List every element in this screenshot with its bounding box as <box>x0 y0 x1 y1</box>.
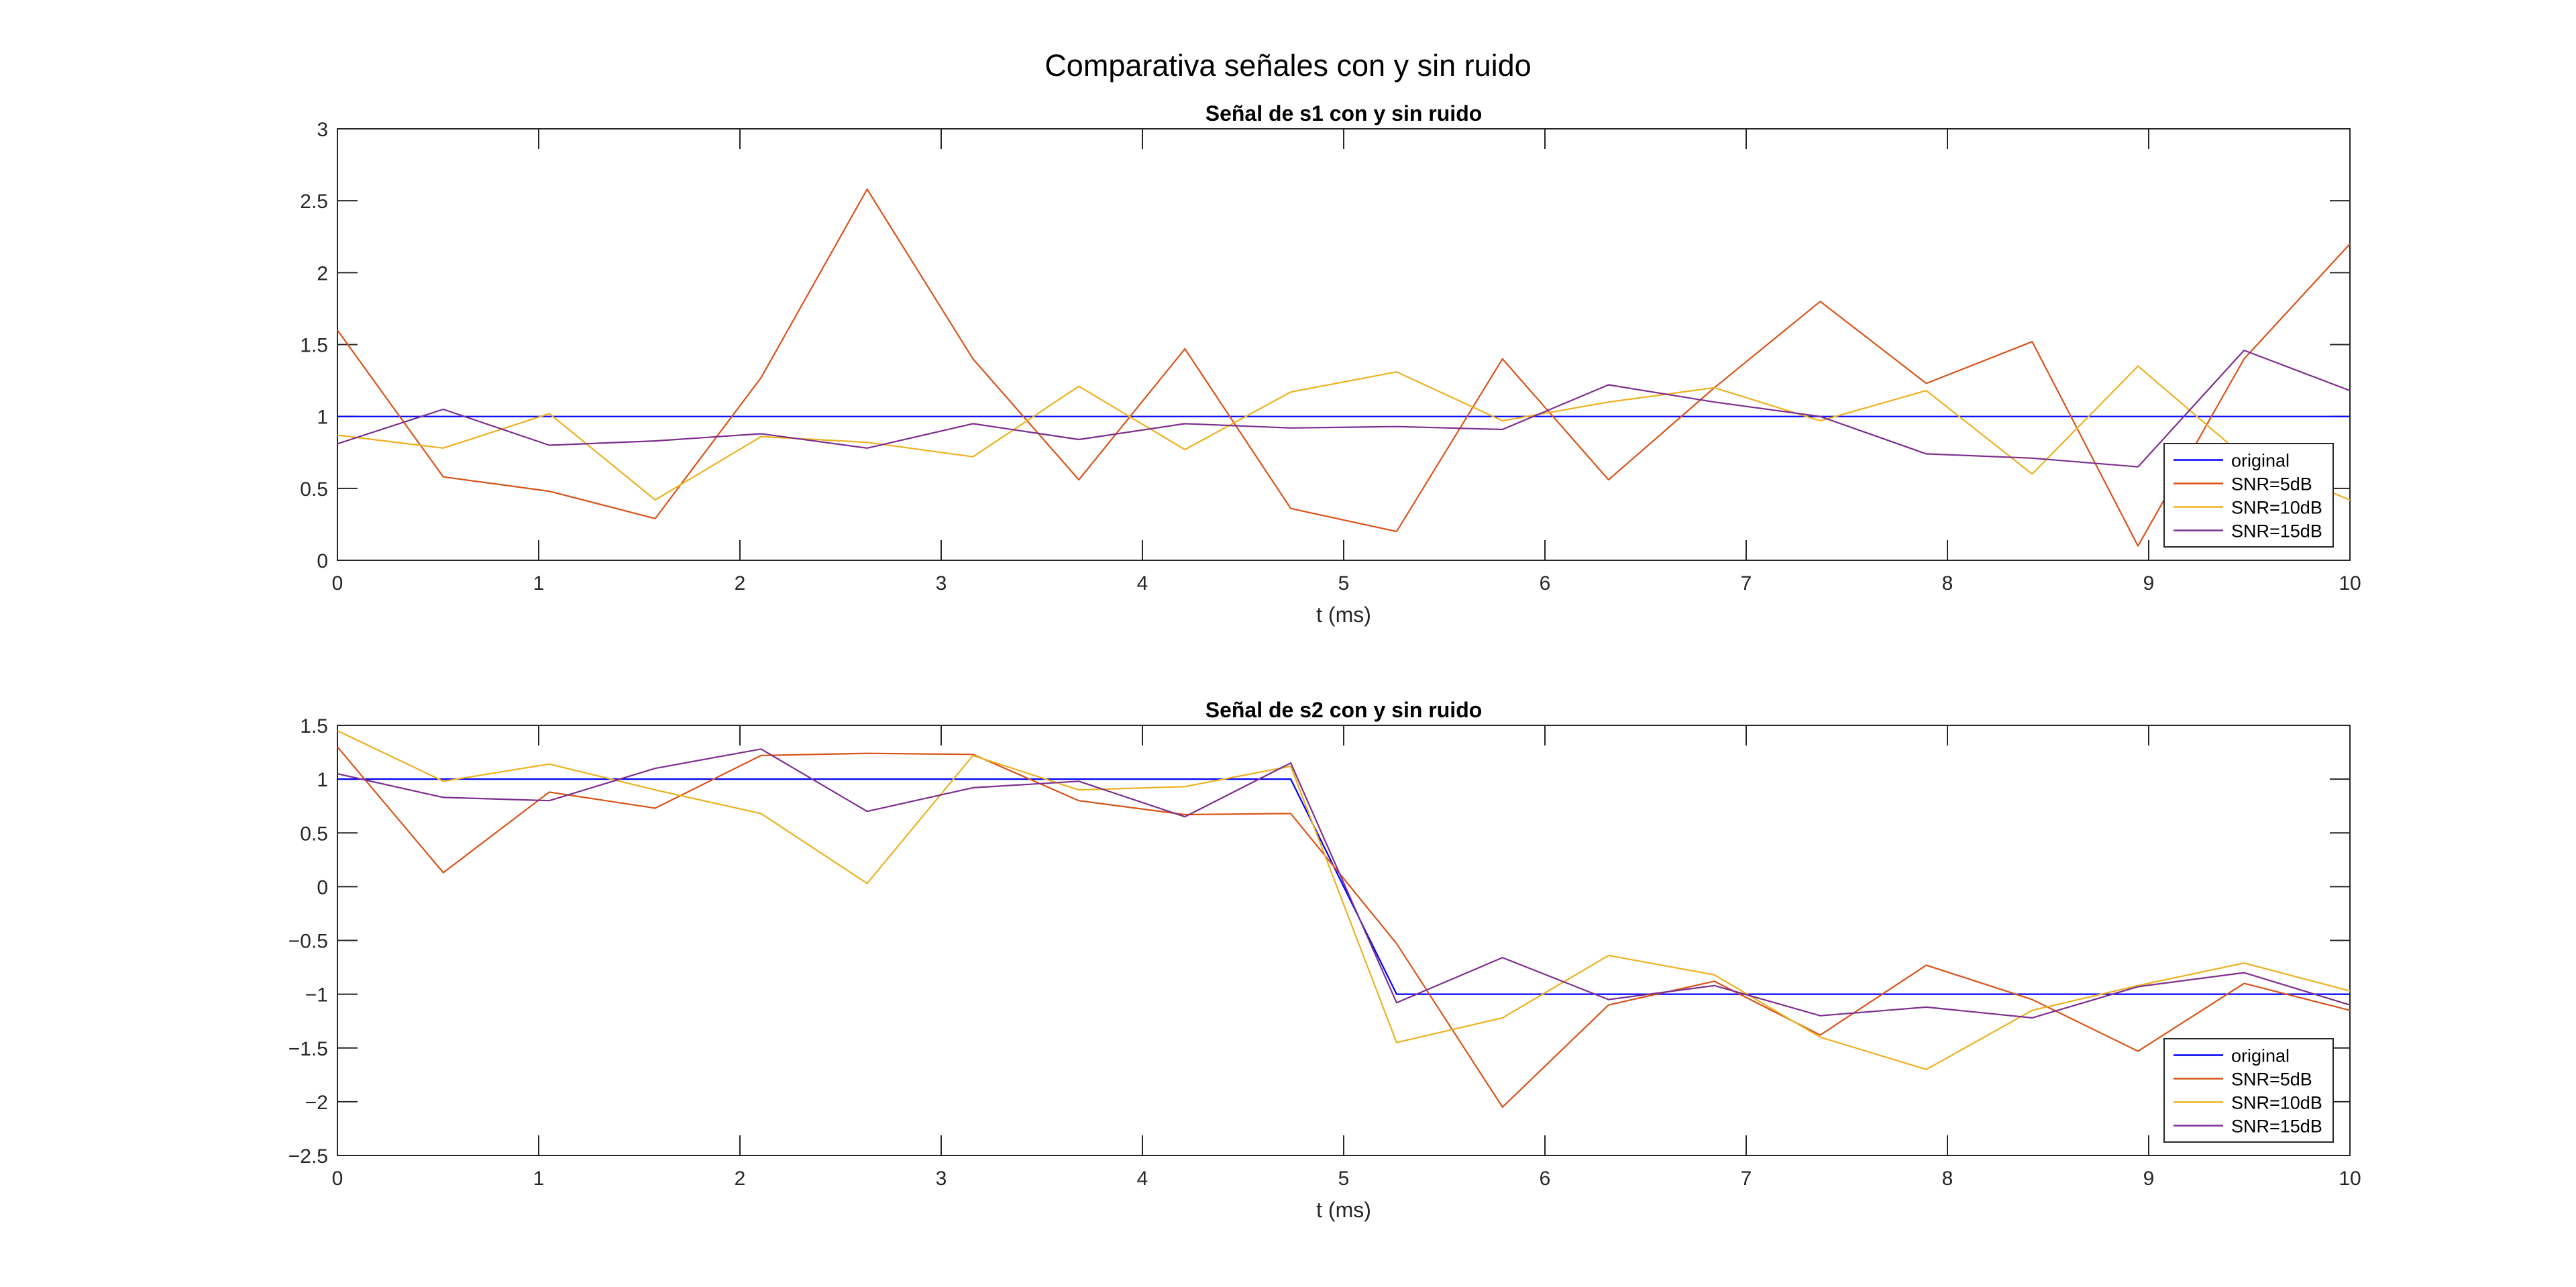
y-tick-label: 0 <box>317 876 328 898</box>
y-tick-label: 1.5 <box>300 715 328 737</box>
legend-entry: original <box>2231 451 2290 471</box>
legend-entry: original <box>2231 1046 2290 1066</box>
y-tick-label: −2.5 <box>288 1145 328 1168</box>
y-tick-label: −1.5 <box>288 1038 328 1060</box>
x-tick-label: 3 <box>936 1168 947 1190</box>
y-tick-label: −2 <box>305 1092 328 1114</box>
y-tick-label: 2 <box>317 262 328 285</box>
x-tick-label: 5 <box>1338 1168 1350 1190</box>
y-tick-label: 0 <box>317 550 328 572</box>
x-tick-label: 7 <box>1741 572 1752 595</box>
x-tick-label: 8 <box>1942 572 1953 595</box>
x-tick-label: 10 <box>2339 1168 2361 1190</box>
x-tick-label: 7 <box>1741 1168 1752 1190</box>
x-tick-label: 4 <box>1137 572 1148 595</box>
y-tick-label: 3 <box>317 119 328 141</box>
x-tick-label: 8 <box>1942 1168 1953 1190</box>
legend-entry: SNR=15dB <box>2231 1117 2322 1137</box>
x-tick-label: 2 <box>735 572 746 595</box>
series-line-SNR=10dB <box>337 365 2351 501</box>
x-tick-label: 2 <box>735 1168 746 1190</box>
legend-entry: SNR=5dB <box>2231 1070 2312 1090</box>
y-tick-label: 0.5 <box>300 478 328 501</box>
series-line-SNR=5dB <box>337 746 2351 1109</box>
x-axis-label: t (ms) <box>1316 603 1371 627</box>
y-tick-label: 1 <box>317 407 328 429</box>
axes-box <box>337 725 2351 1156</box>
y-tick-label: −0.5 <box>288 931 328 953</box>
legend: original SNR=5dB SNR=10dB SNR=15dB <box>2163 1038 2334 1143</box>
x-tick-label: 5 <box>1338 572 1350 595</box>
y-tick-label: 0.5 <box>300 823 328 845</box>
y-tick-label: 1 <box>317 769 328 791</box>
series-line-SNR=15dB <box>337 349 2351 468</box>
series-line-SNR=10dB <box>337 730 2351 1070</box>
x-tick-label: 6 <box>1540 572 1551 595</box>
x-tick-label: 0 <box>332 1168 343 1190</box>
y-tick-label: 1.5 <box>300 335 328 357</box>
series-line-SNR=15dB <box>337 748 2351 1019</box>
x-tick-label: 3 <box>936 572 947 595</box>
x-tick-label: 1 <box>533 572 545 595</box>
legend-entry: SNR=15dB <box>2231 521 2322 542</box>
subplot-title: Señal de s2 con y sin ruido <box>1205 698 1483 722</box>
subplot-2: 0 1 2 3 4 5 6 7 8 9 10 −2.5 −2 −1.5 −1 −0.5 0 0.5 1 1.5 Seña… <box>288 698 2361 1222</box>
x-tick-label: 0 <box>332 572 343 595</box>
legend: original SNR=5dB SNR=10dB SNR=15dB <box>2163 443 2334 548</box>
figure-title: Comparativa señales con y sin ruido <box>1044 48 1532 83</box>
y-tick-label: −1 <box>305 984 328 1007</box>
subplot-1: 0 1 2 3 4 5 6 7 8 9 10 0 0.5 1 1.5 2 2.5 3 Señal de s1 con… <box>300 101 2361 627</box>
series-line-SNR=5dB <box>337 188 2351 547</box>
x-axis-label: t (ms) <box>1316 1198 1371 1222</box>
axes-box <box>337 128 2351 561</box>
legend-entry: SNR=5dB <box>2231 474 2312 495</box>
x-tick-label: 10 <box>2339 572 2361 595</box>
legend-entry: SNR=10dB <box>2231 1093 2322 1113</box>
x-tick-label: 9 <box>2143 1168 2155 1190</box>
y-tick-label: 2.5 <box>300 191 328 213</box>
legend-entry: SNR=10dB <box>2231 498 2322 518</box>
x-tick-label: 9 <box>2143 572 2155 595</box>
x-tick-label: 6 <box>1540 1168 1551 1190</box>
subplot-title: Señal de s1 con y sin ruido <box>1205 101 1483 125</box>
x-tick-label: 1 <box>533 1168 545 1190</box>
x-tick-label: 4 <box>1137 1168 1148 1190</box>
